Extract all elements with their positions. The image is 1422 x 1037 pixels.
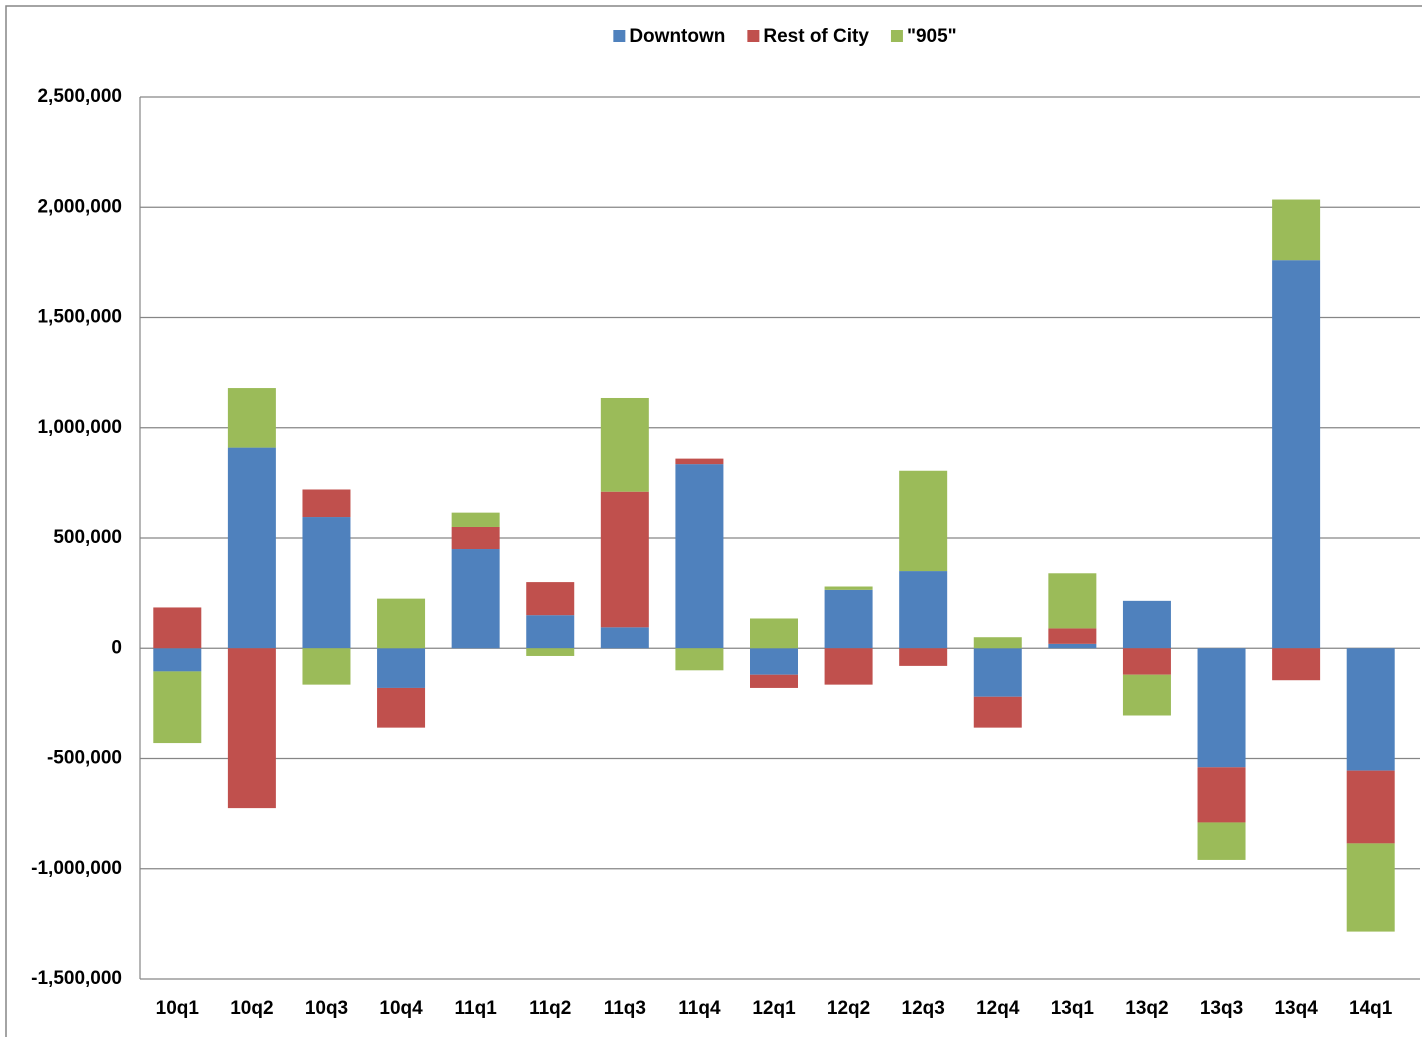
- y-tick-label: -500,000: [47, 748, 122, 769]
- legend: Downtown Rest of City "905": [613, 26, 957, 47]
- bar-segment: [1048, 643, 1097, 649]
- x-tick-label: 11q4: [678, 998, 721, 1019]
- bar-segment: [1048, 628, 1097, 644]
- bar-segment: [600, 627, 649, 649]
- x-tick-label: 12q3: [902, 998, 945, 1019]
- bar-segment: [1122, 674, 1171, 716]
- bar-segment: [302, 517, 351, 649]
- legend-label: "905": [907, 26, 957, 47]
- bar-segment: [1197, 648, 1246, 768]
- bar-segment: [824, 586, 873, 590]
- bar-segment: [377, 648, 426, 688]
- x-tick-label: 10q4: [379, 998, 423, 1019]
- x-tick-label: 10q2: [230, 998, 273, 1019]
- x-tick-label: 13q4: [1274, 998, 1318, 1019]
- bar-segment: [377, 598, 426, 649]
- bar-segment: [451, 526, 500, 550]
- bar-segment: [1272, 199, 1321, 261]
- y-tick-label: 2,500,000: [37, 86, 122, 107]
- bar-segment: [227, 447, 276, 649]
- bar-segment: [227, 388, 276, 448]
- bar-segment: [750, 674, 798, 688]
- legend-label: Downtown: [629, 26, 725, 47]
- x-tick-label: 11q1: [455, 998, 498, 1019]
- x-tick-label: 10q1: [156, 998, 200, 1019]
- x-tick-label: 14q1: [1349, 998, 1393, 1019]
- x-tick-label: 13q2: [1125, 998, 1168, 1019]
- bar-segment: [973, 696, 1022, 728]
- bar-segment: [1122, 600, 1171, 649]
- bar-segment: [750, 618, 798, 649]
- bar-segment: [526, 582, 575, 616]
- bar-segment: [377, 687, 426, 728]
- bar-segment: [750, 648, 798, 675]
- legend-swatch: [890, 30, 903, 42]
- bar-segment: [899, 648, 948, 666]
- bar-segment: [1346, 770, 1395, 844]
- bar-segment: [302, 648, 351, 685]
- bar-segment: [153, 671, 202, 744]
- y-tick-label: 2,000,000: [37, 196, 122, 217]
- bar-segment: [1048, 573, 1097, 629]
- bar-segment: [153, 648, 202, 672]
- x-tick-label: 11q2: [529, 998, 571, 1019]
- legend-swatch: [747, 30, 760, 42]
- bar-segment: [1122, 648, 1171, 675]
- bar-segment: [302, 489, 351, 518]
- bar-segment: [675, 458, 724, 465]
- bar-segment: [1197, 767, 1246, 823]
- bar-segment: [1197, 822, 1246, 860]
- x-tick-label: 11q3: [604, 998, 646, 1019]
- bar-segment: [1272, 260, 1321, 649]
- y-tick-label: 1,500,000: [37, 307, 122, 328]
- bar-segment: [153, 607, 202, 649]
- legend-label: Rest of City: [763, 26, 869, 47]
- bar-segment: [600, 397, 649, 492]
- x-tick-label: 10q3: [305, 998, 348, 1019]
- y-tick-label: -1,500,000: [31, 968, 122, 989]
- bar-segment: [1272, 648, 1321, 681]
- y-tick-label: 0: [111, 637, 122, 658]
- bar-segment: [526, 615, 575, 649]
- bar-segment: [899, 470, 948, 572]
- bar-segment: [600, 491, 649, 628]
- bar-segment: [227, 648, 276, 809]
- x-tick-label: 13q1: [1051, 998, 1095, 1019]
- x-tick-label: 13q3: [1200, 998, 1243, 1019]
- x-tick-label: 12q4: [976, 998, 1020, 1019]
- bar-segment: [1346, 843, 1395, 932]
- bar-segment: [451, 512, 500, 527]
- bar-segment: [824, 648, 873, 685]
- bar-segment: [675, 464, 724, 649]
- bar-segment: [451, 549, 500, 649]
- y-tick-label: -1,000,000: [31, 858, 122, 879]
- x-tick-label: 12q1: [752, 998, 796, 1019]
- bar-segment: [973, 637, 1022, 649]
- y-tick-label: 500,000: [53, 527, 122, 548]
- bars: [153, 199, 1395, 932]
- bar-segment: [973, 648, 1022, 697]
- legend-swatch: [613, 30, 626, 42]
- bar-segment: [899, 571, 948, 649]
- bar-segment: [526, 648, 575, 656]
- y-tick-label: 1,000,000: [37, 417, 122, 438]
- bar-segment: [824, 589, 873, 649]
- x-tick-label: 12q2: [827, 998, 870, 1019]
- bar-segment: [675, 648, 724, 671]
- bar-segment: [1346, 648, 1395, 771]
